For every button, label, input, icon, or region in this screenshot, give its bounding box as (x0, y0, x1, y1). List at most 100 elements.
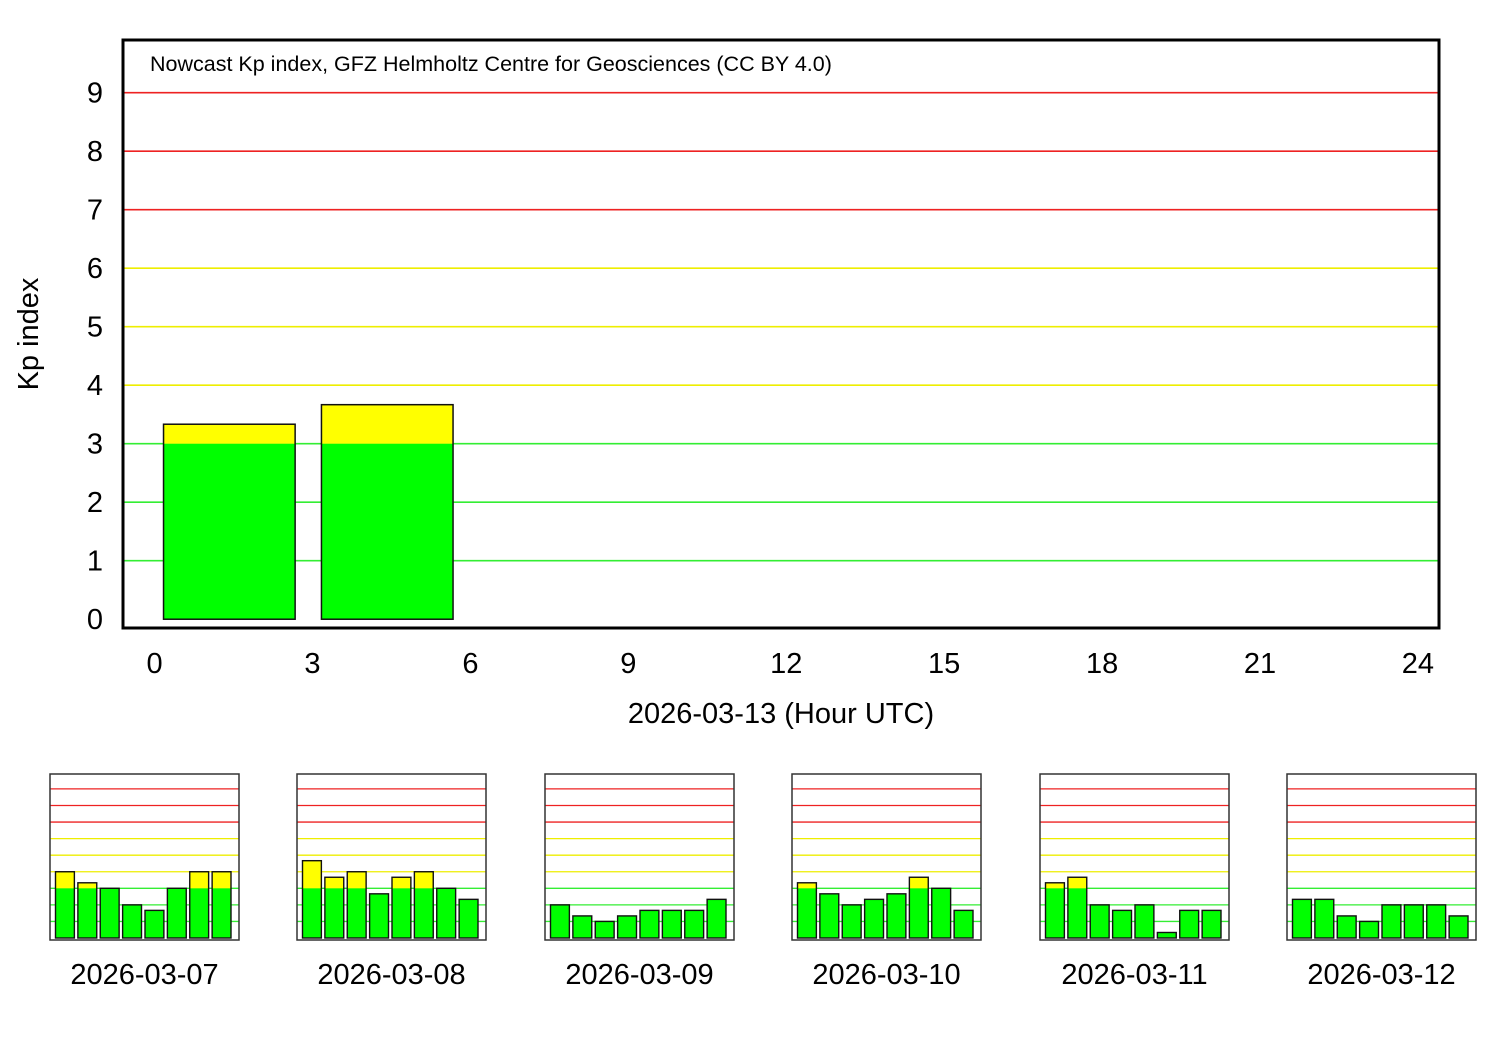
bar-segment (189, 888, 209, 938)
mini-bar-7 (953, 909, 974, 939)
bar-segment (324, 888, 344, 938)
bar-segment (909, 877, 929, 889)
mini-bar-1 (1067, 876, 1088, 939)
bar-segment (1157, 932, 1177, 938)
chart-title: Nowcast Kp index, GFZ Helmholtz Centre f… (150, 52, 832, 76)
mini-bar-5 (908, 876, 929, 939)
bar-segment (369, 893, 389, 938)
bar-outline (886, 893, 907, 939)
x-tick-label: 9 (620, 648, 636, 680)
mini-bar-4 (639, 909, 660, 939)
mini-chart-date-label: 2026-03-11 (1061, 959, 1207, 991)
bar-segment (1449, 915, 1468, 938)
bar-segment (550, 904, 570, 938)
bar-segment (321, 404, 454, 444)
mini-plot-frame (49, 773, 240, 941)
mini-bar-5 (166, 887, 187, 939)
x-tick-label: 3 (304, 648, 320, 680)
bar-outline (391, 876, 412, 939)
bar-outline (54, 871, 76, 939)
bar-segment (436, 888, 456, 938)
bar-outline (863, 898, 885, 939)
bar-segment (1135, 904, 1154, 938)
bar-segment (887, 893, 906, 938)
mini-chart-2026-03-07: 2026-03-07 (49, 773, 240, 991)
bar-segment (707, 899, 726, 938)
bar-outline (841, 904, 862, 939)
y-tick-label: 9 (87, 78, 103, 110)
bar-segment (212, 871, 231, 889)
mini-bar-4 (144, 909, 165, 939)
x-tick-label: 6 (462, 648, 478, 680)
bar-outline (819, 893, 840, 939)
mini-bar-4 (391, 876, 412, 939)
mini-bar-2 (594, 920, 615, 939)
bar-outline (1426, 904, 1447, 939)
bar-outline (1111, 909, 1133, 939)
bar-outline (616, 915, 638, 939)
bar-segment (321, 443, 454, 620)
mini-bar-7 (458, 898, 479, 939)
main-gridlines (123, 91, 1439, 562)
mini-bar-7 (1201, 909, 1222, 939)
bar-segment (909, 888, 929, 938)
main-bar-1 (320, 403, 454, 620)
mini-chart-date-label: 2026-03-10 (812, 959, 960, 991)
mini-bar-7 (1448, 915, 1469, 939)
x-tick-label: 18 (1086, 648, 1118, 680)
mini-bar-3 (616, 915, 638, 939)
bar-segment (797, 882, 817, 889)
bar-outline (346, 871, 367, 939)
bar-outline (796, 882, 818, 939)
mini-bar-2 (346, 871, 367, 939)
bar-outline (211, 871, 232, 939)
bar-segment (55, 871, 75, 889)
mini-bar-0 (549, 904, 571, 939)
bar-outline (121, 904, 143, 939)
mini-chart-2026-03-12: 2026-03-12 (1286, 773, 1477, 991)
mini-plot-frame (1286, 773, 1477, 941)
mini-bar-3 (1358, 920, 1380, 939)
bar-segment (1292, 899, 1312, 938)
mini-bar-2 (1336, 915, 1357, 939)
bar-outline (166, 887, 187, 939)
bar-outline (144, 909, 165, 939)
y-tick-label: 3 (87, 429, 103, 461)
x-tick-label: 12 (770, 648, 802, 680)
mini-bar-5 (413, 871, 434, 939)
bar-segment (842, 904, 862, 938)
mini-bar-6 (931, 887, 952, 939)
bar-outline (189, 871, 210, 939)
y-tick-label: 6 (87, 253, 103, 285)
mini-plot-frame (296, 773, 487, 941)
bar-segment (1359, 921, 1379, 938)
mini-bar-7 (211, 871, 232, 939)
mini-bar-4 (886, 893, 907, 939)
mini-bar-5 (1156, 931, 1177, 939)
bar-outline (1403, 904, 1424, 939)
y-tick-label: 8 (87, 136, 103, 168)
bar-segment (1426, 904, 1446, 938)
bar-segment (392, 888, 411, 938)
y-tick-labels: 0 1 2 3 4 5 6 7 8 9 (87, 78, 103, 637)
bar-segment (55, 888, 75, 938)
y-tick-label: 5 (87, 312, 103, 344)
mini-chart-date-label: 2026-03-09 (565, 959, 713, 991)
bar-segment (302, 860, 322, 889)
mini-chart-2026-03-09: 2026-03-09 (544, 773, 735, 991)
bar-segment (1112, 910, 1132, 938)
bar-outline (77, 882, 98, 939)
bar-outline (1448, 915, 1469, 939)
bar-outline (320, 403, 454, 620)
mini-chart-date-label: 2026-03-07 (70, 959, 218, 991)
mini-bar-1 (819, 893, 840, 939)
mini-bar-2 (1089, 904, 1110, 939)
mini-bar-0 (54, 871, 76, 939)
mini-bar-0 (301, 859, 323, 939)
bar-outline (1201, 909, 1222, 939)
x-tick-label: 0 (147, 648, 163, 680)
bar-segment (819, 893, 839, 938)
mini-chart-date-label: 2026-03-12 (1307, 959, 1455, 991)
mini-bar-3 (1111, 909, 1133, 939)
